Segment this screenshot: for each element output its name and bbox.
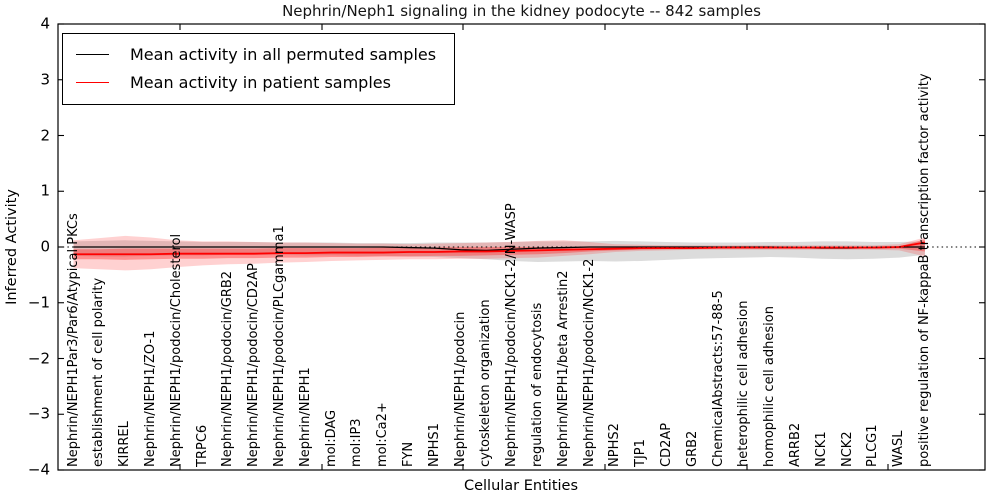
x-category-label: Nephrin/NEPH1/ZO-1 (142, 330, 158, 467)
y-tick-label: −1 (27, 293, 50, 312)
x-category-label: mol:IP3 (349, 418, 365, 467)
x-category-label: Nephrin/NEPH1 (297, 367, 313, 467)
legend-box: Mean activity in all permuted samples Me… (62, 33, 456, 105)
x-category-label: Nephrin/NEPH1/podocin/PLCgamma1 (271, 225, 287, 467)
patient-samples-outer-band (73, 235, 925, 271)
x-category-label: Nephrin/NEPH1/podocin (452, 311, 468, 467)
x-category-label: Nephrin/NEPH1/podocin/CD2AP (246, 263, 262, 467)
x-category-label: KIRREL (117, 421, 133, 467)
x-category-label: regulation of endocytosis (529, 302, 545, 467)
x-category-label: Nephrin/NEPH1/podocin/NCK1-2/N-WASP (504, 203, 520, 467)
y-tick-label: −4 (27, 460, 50, 479)
x-category-label: homophilic cell adhesion (762, 306, 778, 467)
y-tick-label: 2 (40, 126, 50, 145)
patient-line-swatch (76, 81, 109, 83)
x-category-label: NCK1 (813, 431, 829, 467)
x-category-label: GRB2 (684, 430, 700, 467)
x-category-label: TRPC6 (194, 424, 210, 467)
x-category-label: mol:DAG (323, 409, 339, 467)
x-category-label: Nephrin/NEPH1/podocin/Cholesterol (168, 233, 184, 467)
patient-mean-line (73, 241, 926, 256)
x-axis-label: Cellular Entities (463, 478, 579, 494)
x-category-label: mol:Ca2+ (375, 402, 391, 467)
x-category-label: cytoskeleton organization (478, 299, 494, 467)
y-tick-label: −2 (27, 349, 50, 368)
x-category-label: WASL (891, 430, 907, 467)
x-category-label: NPHS2 (607, 423, 623, 467)
x-category-label: FYN (400, 441, 416, 467)
x-category-label: NPHS1 (426, 423, 442, 467)
x-category-label: TJP1 (633, 439, 649, 467)
x-category-label: positive regulation of NF-kappaB transcr… (916, 73, 932, 467)
x-category-label: PLCG1 (865, 424, 881, 467)
x-category-label: Nephrin/NEPH1/podocin/NCK1-2 (581, 258, 597, 467)
x-category-label: Nephrin/NEPH1/podocin/GRB2 (220, 270, 236, 467)
legend-item-permuted: Mean activity in all permuted samples (76, 40, 436, 68)
legend-label-patient: Mean activity in patient samples (130, 72, 391, 92)
x-category-label: CD2AP (658, 422, 674, 467)
x-category-label: NCK2 (839, 431, 855, 467)
x-category-label: ChemicalAbstracts:57-88-5 (710, 290, 726, 467)
y-tick-label: 3 (40, 70, 50, 89)
chart-title: Nephrin/Neph1 signaling in the kidney po… (282, 2, 761, 20)
x-category-label: establishment of cell polarity (91, 277, 107, 467)
legend-item-patient: Mean activity in patient samples (76, 68, 436, 96)
x-category-label: Nephrin/NEPH1Par3/Par6/Atypical PKCs (65, 213, 81, 467)
permuted-line-swatch (76, 53, 109, 55)
x-category-label: ARRB2 (787, 422, 803, 467)
y-tick-label: −3 (27, 404, 50, 423)
x-category-label: heterophilic cell adhesion (736, 300, 752, 468)
y-tick-label: 1 (40, 181, 50, 200)
legend-label-permuted: Mean activity in all permuted samples (130, 44, 437, 64)
y-tick-label: 4 (40, 14, 50, 33)
y-tick-label: 0 (40, 237, 50, 256)
x-category-label: Nephrin/NEPH1/beta Arrestin2 (555, 270, 571, 468)
